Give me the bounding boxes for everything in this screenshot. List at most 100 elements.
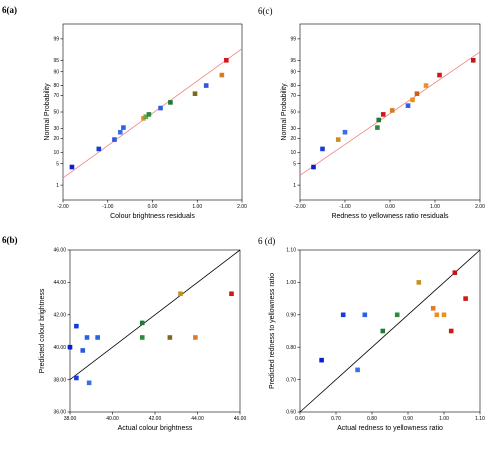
y-tick-label: 99 — [290, 37, 296, 43]
x-tick-label: 1.00 — [430, 204, 440, 210]
chart-panel-d: 0.60 0.70 0.80 0.90 1.00 1.10 0.60 0.70 0.80 0.90… — [269, 248, 485, 432]
x-tick-label: 0.60 — [295, 416, 305, 422]
x-tick-label: 1.00 — [439, 416, 449, 422]
x-tick-label: 0.70 — [331, 416, 341, 422]
x-tick-label: 2.00 — [475, 204, 485, 210]
y-tick-label: 80 — [53, 83, 59, 89]
data-point — [342, 129, 348, 135]
data-point — [335, 137, 341, 142]
plot-frame — [62, 23, 243, 201]
data-point — [139, 335, 145, 340]
y-tick-label: 20 — [53, 136, 59, 142]
data-point — [121, 125, 126, 130]
data-point — [69, 164, 75, 170]
y-tick-label: 70 — [290, 93, 296, 99]
data-point — [95, 335, 100, 340]
data-point — [178, 291, 183, 297]
x-tick-label: 2.00 — [237, 204, 247, 210]
data-point — [158, 105, 163, 111]
y-axis-label: Predicted redness to yellowness ratio — [269, 273, 276, 389]
x-tick-label: -2.00 — [294, 204, 306, 210]
x-tick-label: 44.00 — [191, 416, 204, 422]
data-point — [376, 117, 382, 123]
data-point — [448, 328, 454, 334]
y-tick-label: 50 — [290, 110, 296, 116]
data-point — [355, 367, 360, 373]
data-point — [146, 112, 152, 117]
data-point — [416, 280, 422, 285]
data-point — [394, 312, 400, 318]
data-point — [441, 312, 447, 318]
data-point — [319, 357, 324, 363]
y-axis-label: Predicted colour brightness — [39, 288, 46, 373]
data-point — [320, 146, 325, 152]
data-point — [112, 137, 117, 142]
data-point — [434, 312, 440, 318]
plot-frame — [299, 249, 481, 413]
y-tick-label: 30 — [53, 126, 59, 132]
x-tick-label: 1.10 — [475, 416, 485, 422]
x-tick-label: 1.00 — [192, 204, 202, 210]
x-tick-label: 46.00 — [234, 416, 247, 422]
data-point — [86, 380, 92, 386]
y-tick-label: 1.00 — [286, 280, 296, 286]
data-point — [224, 58, 229, 63]
y-tick-label: 20 — [290, 136, 296, 142]
y-tick-label: 50 — [53, 110, 59, 116]
y-tick-label: 10 — [290, 150, 296, 156]
x-axis-label: Redness to yellowness ratio residuals — [331, 213, 449, 220]
data-point — [362, 312, 368, 318]
chart-panel-c: -2.00 -1.00 0.00 1.00 2.00 1 5 10 20 30 50 70 80 90 95… — [281, 23, 485, 220]
x-tick-label: -2.00 — [57, 204, 69, 210]
y-tick-label: 1 — [56, 183, 59, 189]
plot-frame — [69, 249, 241, 413]
y-tick-label: 90 — [53, 69, 59, 75]
y-tick-label: 80 — [290, 83, 296, 89]
data-point — [340, 312, 346, 318]
data-point — [74, 375, 79, 381]
data-point — [405, 103, 411, 108]
y-tick-label: 90 — [290, 69, 296, 75]
y-tick-label: 38.00 — [53, 377, 66, 383]
y-tick-label: 5 — [56, 161, 59, 167]
panel-label-c: 6(c) — [258, 6, 273, 16]
data-point — [375, 125, 380, 130]
data-point — [219, 72, 225, 78]
x-tick-label: 38.00 — [64, 416, 77, 422]
x-tick-label: 40.00 — [106, 416, 119, 422]
y-tick-label: 36.00 — [53, 410, 66, 416]
data-point — [67, 344, 73, 350]
x-tick-label: -1.00 — [102, 204, 114, 210]
data-point — [80, 348, 86, 353]
data-point — [380, 328, 386, 334]
data-point — [229, 291, 234, 297]
y-tick-label: 99 — [53, 37, 59, 43]
y-tick-label: 10 — [53, 150, 59, 156]
x-tick-label: 0.00 — [148, 204, 158, 210]
y-tick-label: 0.90 — [286, 313, 296, 319]
data-point — [410, 97, 415, 103]
reference-line — [299, 51, 481, 176]
data-point — [311, 164, 316, 170]
data-point — [192, 91, 198, 96]
y-tick-label: 30 — [290, 126, 296, 132]
data-point — [117, 129, 123, 135]
panel-label-d: 6 (d) — [258, 236, 275, 246]
data-point — [168, 100, 173, 105]
x-axis-label: Actual redness to yellowness ratio — [337, 425, 443, 432]
y-tick-label: 1 — [293, 183, 296, 189]
reference-line — [69, 249, 241, 380]
data-point — [193, 335, 198, 340]
data-point — [167, 335, 173, 340]
reference-line — [62, 48, 243, 179]
y-axis-label: Normal Probability — [281, 83, 288, 141]
chart-panel-b: 38.00 40.00 42.00 44.00 46.0036.0038.0040.00… — [39, 248, 246, 432]
data-point — [84, 335, 90, 340]
data-point — [380, 112, 386, 117]
y-axis-label: Normal Probability — [44, 83, 51, 141]
reference-line — [299, 249, 481, 413]
data-point — [414, 91, 420, 96]
data-point — [74, 323, 79, 329]
data-point — [96, 146, 102, 152]
